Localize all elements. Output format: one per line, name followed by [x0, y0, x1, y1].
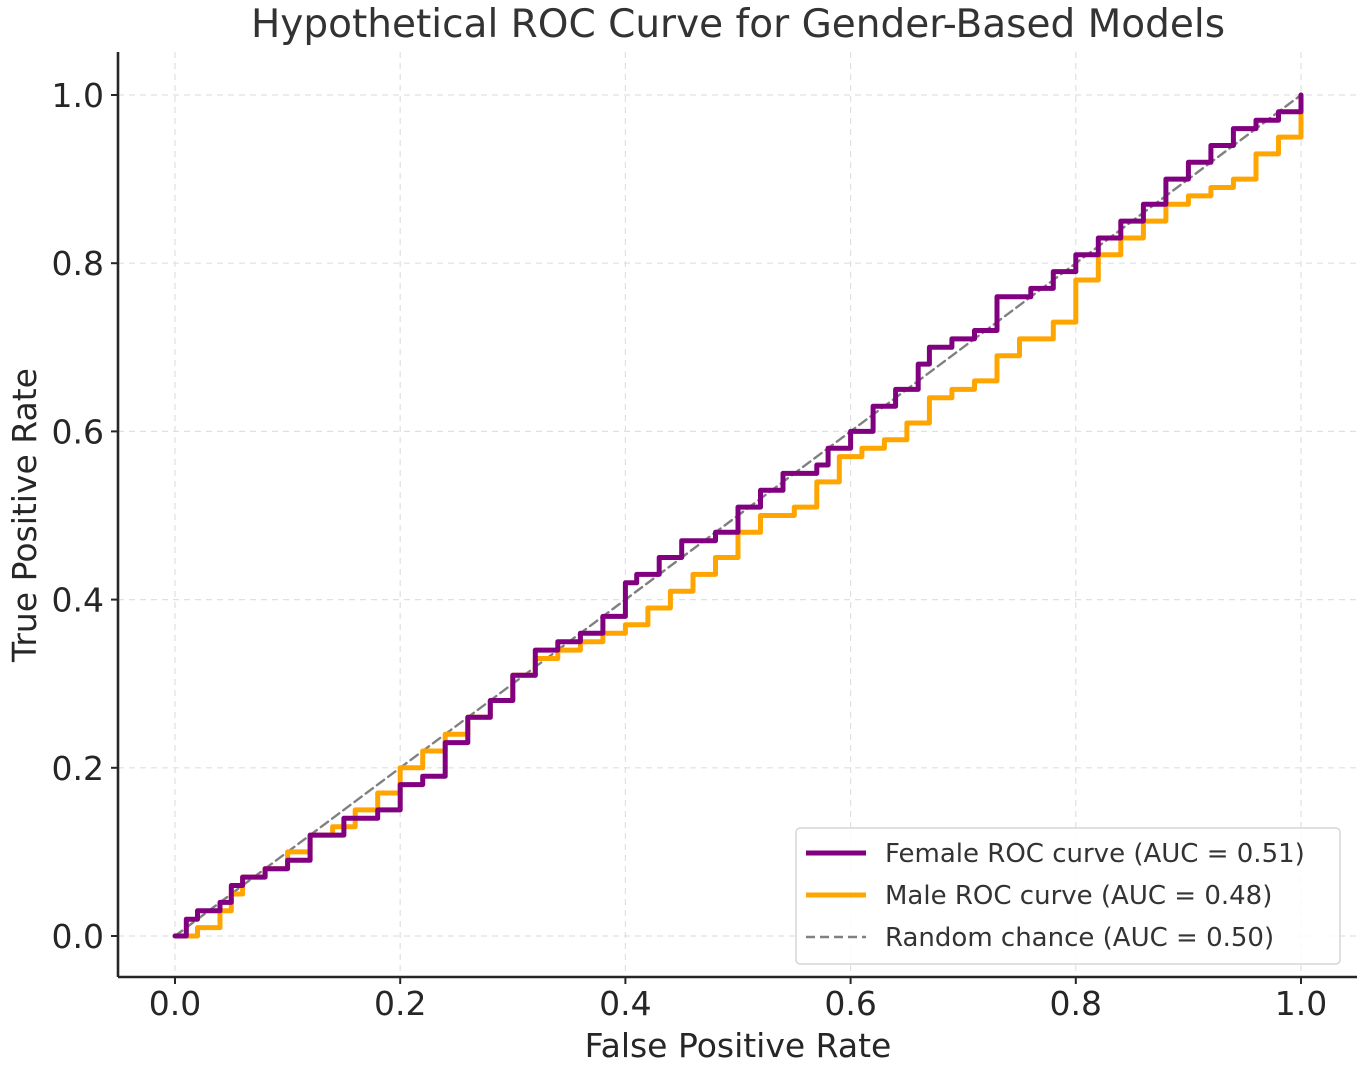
y-tick-label-0: 0.0 — [52, 917, 104, 956]
x-tick-label-3: 0.6 — [824, 984, 876, 1023]
x-tick-label-1: 0.2 — [374, 984, 426, 1023]
y-tick-label-3: 0.6 — [52, 412, 104, 451]
x-tick-label-5: 1.0 — [1275, 984, 1327, 1023]
ticks: 0.0 0.2 0.4 0.6 0.8 1.0 0.0 0.2 0.4 0.6 0.8 1.0 — [52, 76, 1328, 1023]
x-tick-label-0: 0.0 — [149, 984, 201, 1023]
legend-label-2: Random chance (AUC = 0.50) — [885, 923, 1274, 953]
y-tick-label-2: 0.4 — [52, 581, 104, 620]
y-axis-label: True Positive Rate — [5, 368, 44, 663]
legend-label-1: Male ROC curve (AUC = 0.48) — [885, 881, 1272, 911]
x-axis-label: False Positive Rate — [585, 1026, 892, 1065]
x-tick-label-4: 0.8 — [1050, 984, 1102, 1023]
series-line-0 — [172, 92, 1304, 939]
y-tick-label-4: 0.8 — [52, 244, 104, 283]
chart-title: Hypothetical ROC Curve for Gender-Based … — [251, 2, 1225, 47]
y-tick-label-1: 0.2 — [52, 749, 104, 788]
legend-label-0: Female ROC curve (AUC = 0.51) — [885, 839, 1305, 869]
y-tick-label-5: 1.0 — [52, 76, 104, 115]
series-line-1 — [172, 92, 1304, 939]
x-tick-label-2: 0.4 — [599, 984, 651, 1023]
series-layer — [172, 92, 1304, 939]
axes — [116, 52, 1357, 979]
legend: Female ROC curve (AUC = 0.51) Male ROC cu… — [795, 827, 1341, 965]
legend-box — [795, 827, 1341, 965]
grid — [118, 52, 1357, 977]
